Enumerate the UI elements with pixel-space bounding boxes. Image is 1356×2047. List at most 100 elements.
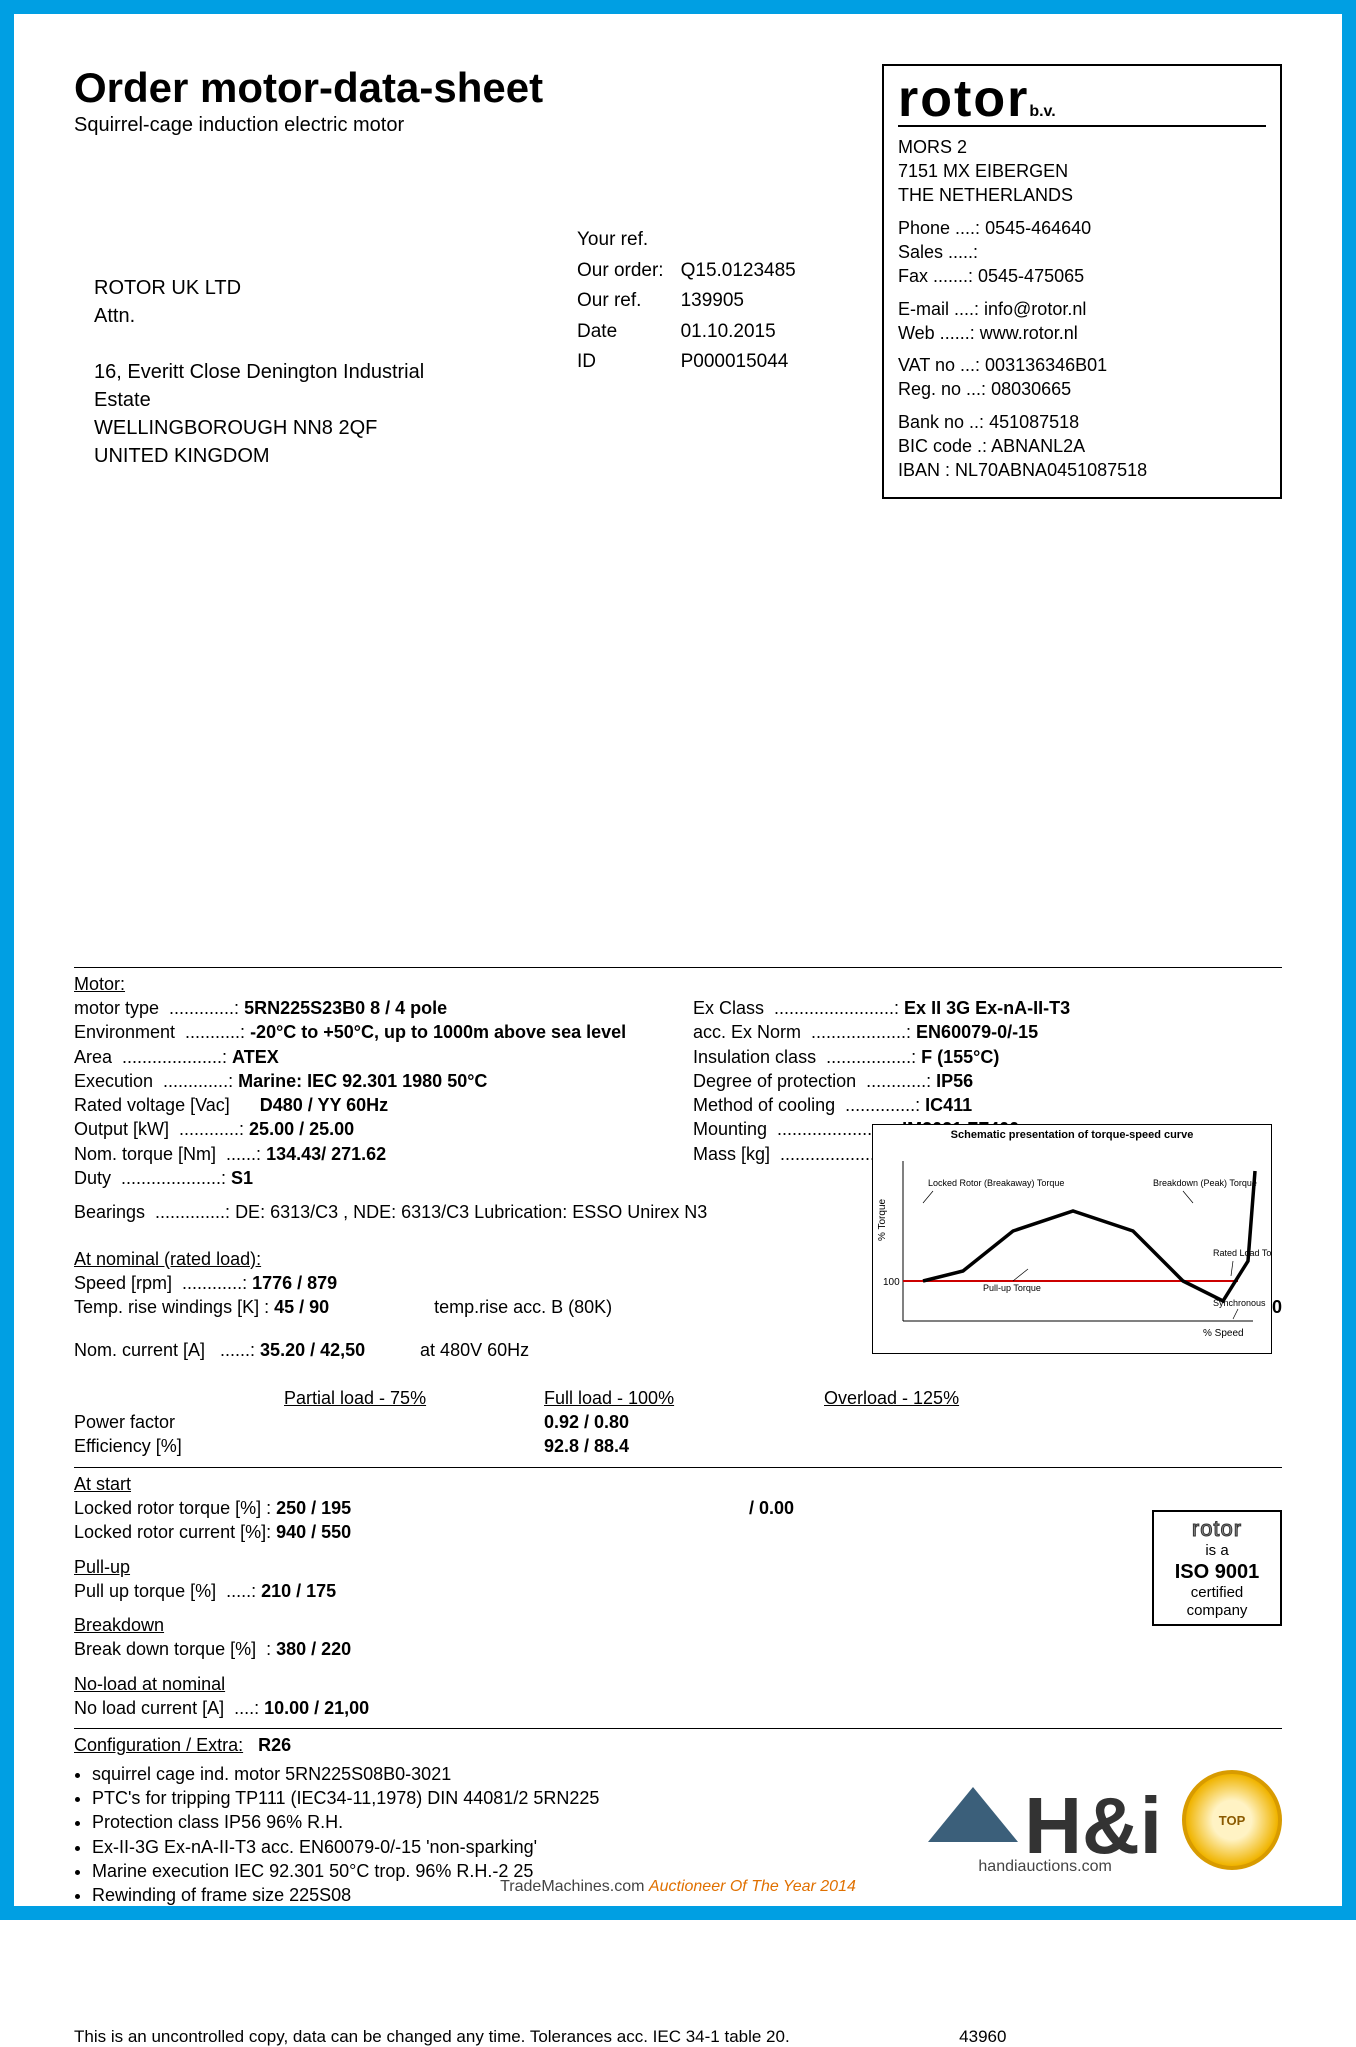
motor-cooling: IC411 — [925, 1093, 972, 1117]
locked-rotor-torque-right: / 0.00 — [749, 1496, 794, 1520]
divider — [74, 967, 1282, 968]
motor-protection: IP56 — [936, 1069, 973, 1093]
chart-svg: % Torque % Speed 100 Locked Rotor (Break… — [873, 1141, 1271, 1346]
customer-line4: UNITED KINGDOM — [94, 442, 574, 470]
supplier-fax: Fax .......: 0545-475065 — [898, 264, 1266, 288]
noload-heading: No-load at nominal — [74, 1674, 225, 1694]
page-title: Order motor-data-sheet — [74, 64, 543, 112]
rotor-logo-text: rotor — [898, 70, 1029, 128]
customer-line1: 16, Everitt Close Denington Industrial — [94, 358, 574, 386]
svg-text:Breakdown (Peak) Torque: Breakdown (Peak) Torque — [1153, 1178, 1257, 1188]
motor-heading: Motor: — [74, 974, 125, 994]
motor-environment: -20°C to +50°C, up to 1000m above sea le… — [250, 1020, 626, 1044]
supplier-vat: VAT no ...: 003136346B01 — [898, 353, 1266, 377]
nominal-temp-note: temp.rise acc. B (80K) — [434, 1295, 612, 1319]
overload-header: Overload - 125% — [824, 1386, 959, 1410]
supplier-addr3: THE NETHERLANDS — [898, 183, 1266, 207]
customer-address: ROTOR UK LTD Attn. 16, Everitt Close Den… — [94, 274, 574, 470]
nominal-current-note: at 480V 60Hz — [420, 1338, 529, 1362]
torque-speed-chart: Schematic presentation of torque-speed c… — [872, 1124, 1272, 1354]
footer-note: This is an uncontrolled copy, data can b… — [74, 2027, 1282, 2047]
config-heading: Configuration / Extra: — [74, 1735, 243, 1755]
svg-text:100: 100 — [883, 1277, 900, 1288]
pullup-section: Pull-up Pull up torque [%] .....: 210 / … — [74, 1555, 1282, 1604]
supplier-reg: Reg. no ...: 08030665 — [898, 377, 1266, 401]
triangle-icon — [928, 1787, 1018, 1842]
svg-text:Rated Load Torque: Rated Load Torque — [1213, 1248, 1271, 1258]
breakdown-torque: 380 / 220 — [276, 1637, 351, 1661]
nominal-speed: 1776 / 879 — [252, 1271, 337, 1295]
customer-name: ROTOR UK LTD — [94, 274, 574, 302]
supplier-phone: Phone ....: 0545-464640 — [898, 216, 1266, 240]
customer-attn: Attn. — [94, 302, 574, 330]
mid-row: ROTOR UK LTD Attn. 16, Everitt Close Den… — [94, 214, 812, 470]
supplier-box: rotorb.v. MORS 2 7151 MX EIBERGEN THE NE… — [882, 64, 1282, 499]
supplier-addr1: MORS 2 — [898, 135, 1266, 159]
ref-our-order: Our order:Q15.0123485 — [576, 257, 810, 286]
motor-ex-class: Ex II 3G Ex-nA-II-T3 — [904, 996, 1070, 1020]
supplier-bank: Bank no ..: 451087518 — [898, 410, 1266, 434]
supplier-email: E-mail ....: info@rotor.nl — [898, 297, 1266, 321]
handi-logo: H&i handiauctions.com — [928, 1794, 1162, 1876]
supplier-iban: IBAN : NL70ABNA0451087518 — [898, 458, 1266, 482]
motor-voltage: D480 / YY 60Hz — [260, 1093, 388, 1117]
motor-output: 25.00 / 25.00 — [249, 1117, 354, 1141]
breakdown-heading: Breakdown — [74, 1615, 164, 1635]
motor-torque: 134.43/ 271.62 — [266, 1142, 386, 1166]
locked-rotor-current: 940 / 550 — [276, 1520, 351, 1544]
pullup-torque: 210 / 175 — [261, 1579, 336, 1603]
full-load-header: Full load - 100% — [544, 1386, 824, 1410]
trademachines-line: TradeMachines.com Auctioneer Of The Year… — [14, 1878, 1342, 1896]
motor-type: 5RN225S23B0 8 / 4 pole — [244, 996, 447, 1020]
locked-rotor-torque: 250 / 195 — [276, 1496, 351, 1520]
noload-section: No-load at nominal No load current [A] .… — [74, 1672, 1282, 1721]
motor-area: ATEX — [232, 1045, 279, 1069]
supplier-addr2: 7151 MX EIBERGEN — [898, 159, 1266, 183]
start-section: At start Locked rotor torque [%] : 250 /… — [74, 1472, 1282, 1545]
divider — [74, 1467, 1282, 1468]
rotor-mini-logo: rotor — [1156, 1516, 1278, 1542]
page-subtitle: Squirrel-cage induction electric motor — [74, 114, 543, 137]
brand-row: H&i handiauctions.com TOP — [928, 1776, 1282, 1876]
chart-xlabel: % Speed — [1203, 1328, 1244, 1339]
config-code: R26 — [258, 1735, 291, 1755]
breakdown-section: Breakdown Break down torque [%] : 380 / … — [74, 1613, 1282, 1662]
pullup-heading: Pull-up — [74, 1557, 130, 1577]
motor-insulation: F (155°C) — [921, 1045, 999, 1069]
divider — [74, 1728, 1282, 1729]
motor-left-col: motor type .............: 5RN225S23B0 8 … — [74, 996, 663, 1190]
supplier-web: Web ......: www.rotor.nl — [898, 321, 1266, 345]
motor-execution: Marine: IEC 92.301 1980 50°C — [238, 1069, 487, 1093]
ref-your: Your ref. — [576, 226, 810, 255]
svg-text:Pull-up Torque: Pull-up Torque — [983, 1283, 1041, 1293]
reference-table: Your ref. Our order:Q15.0123485 Our ref.… — [574, 224, 812, 379]
partial-load-header: Partial load - 75% — [284, 1386, 544, 1410]
nominal-current: 35.20 / 42,50 — [260, 1338, 420, 1362]
svg-text:Synchronous: Synchronous — [1213, 1298, 1266, 1308]
nominal-temp: 45 / 90 — [274, 1295, 434, 1319]
svg-text:Locked Rotor (Breakaway) Torqu: Locked Rotor (Breakaway) Torque — [928, 1178, 1064, 1188]
efficiency: 92.8 / 88.4 — [544, 1434, 629, 1458]
award-ribbon-icon: TOP — [1182, 1770, 1282, 1870]
customer-line2: Estate — [94, 386, 574, 414]
load-section: Partial load - 75% Full load - 100% Over… — [74, 1386, 1282, 1459]
document-frame: Order motor-data-sheet Squirrel-cage ind… — [0, 0, 1356, 1920]
ref-date: Date01.10.2015 — [576, 318, 810, 347]
rotor-logo: rotorb.v. — [898, 76, 1266, 127]
customer-line3: WELLINGBOROUGH NN8 2QF — [94, 414, 574, 442]
ref-id: IDP000015044 — [576, 348, 810, 377]
rotor-logo-suffix: b.v. — [1029, 103, 1055, 120]
reference-block: Your ref. Our order:Q15.0123485 Our ref.… — [574, 224, 812, 470]
chart-ylabel: % Torque — [877, 1198, 888, 1241]
motor-duty: S1 — [231, 1166, 253, 1190]
nominal-heading: At nominal (rated load): — [74, 1249, 261, 1269]
supplier-sales: Sales .....: — [898, 240, 1266, 264]
ref-our-ref: Our ref.139905 — [576, 287, 810, 316]
motor-ex-norm: EN60079-0/-15 — [916, 1020, 1038, 1044]
noload-current: 10.00 / 21,00 — [264, 1696, 369, 1720]
iso-standard: ISO 9001 — [1156, 1560, 1278, 1584]
start-heading: At start — [74, 1474, 131, 1494]
footer-number: 43960 — [959, 2027, 1006, 2046]
iso-cert-box: rotor is a ISO 9001 certified company — [1152, 1510, 1282, 1626]
hi-mark: H&i — [1024, 1794, 1162, 1858]
